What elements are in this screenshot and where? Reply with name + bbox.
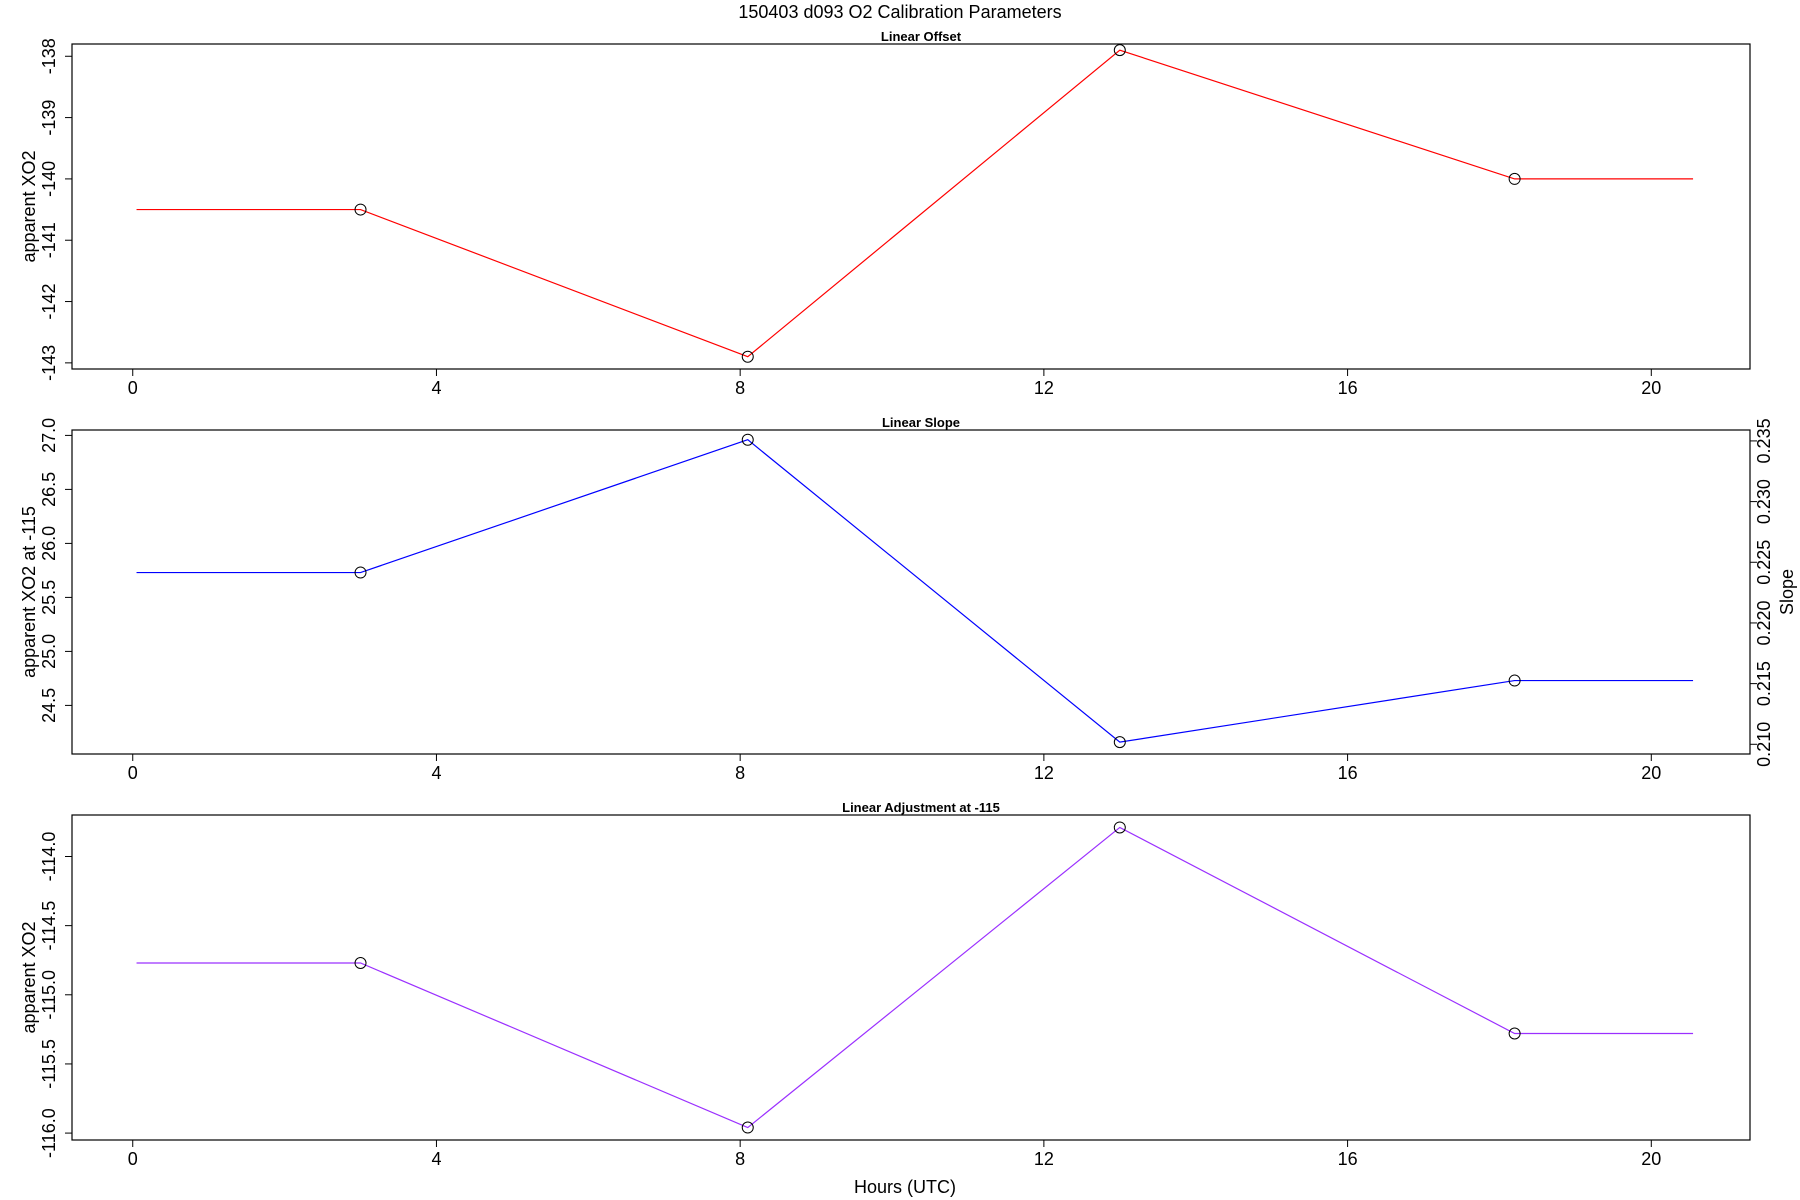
- plot-frame: [71, 814, 1751, 1141]
- data-point: [354, 566, 367, 579]
- x-axis-label: Hours (UTC): [854, 1177, 956, 1197]
- x-tick-label: 8: [735, 763, 745, 783]
- panel-3: Linear Adjustment at -115 0 4 8 12 16 20 -116.0…: [19, 800, 1751, 1169]
- y-tick-label: -114.0: [39, 832, 59, 882]
- x-tick-label: 4: [431, 378, 441, 398]
- plot-frame: [71, 43, 1751, 370]
- data-point: [1508, 674, 1521, 687]
- x-tick-label: 12: [1034, 378, 1054, 398]
- y-tick-label: 27.0: [39, 418, 59, 453]
- y-tick-label: 24.5: [39, 688, 59, 723]
- plot-frame: [71, 429, 1751, 755]
- panel-title: Linear Offset: [881, 29, 962, 44]
- y2-tick-label: 0.220: [1754, 600, 1774, 645]
- y-tick-label: -115.0: [39, 970, 59, 1020]
- x-tick-label: 20: [1641, 378, 1661, 398]
- y-tick-label: -138: [39, 38, 59, 74]
- panels: Linear Offset 0 4 8 12 16 20 -143 -142 -141 -140 -1…: [19, 29, 1797, 1169]
- x-tick-label: 0: [128, 378, 138, 398]
- x-tick-label: 20: [1641, 1149, 1661, 1169]
- data-point: [354, 956, 367, 969]
- y-tick-label: 25.0: [39, 634, 59, 669]
- y-axis-label: apparent XO2 at -115: [19, 506, 39, 678]
- x-tick-label: 12: [1034, 1149, 1054, 1169]
- series-line: [136, 439, 1694, 743]
- data-point: [741, 433, 754, 446]
- series-line: [136, 49, 1694, 358]
- y-axis-label: apparent XO2: [19, 921, 39, 1033]
- y2-axis-label: Slope: [1777, 569, 1797, 615]
- data-point: [741, 1121, 754, 1134]
- panel-1: Linear Offset 0 4 8 12 16 20 -143 -142 -141 -140 -1…: [19, 29, 1751, 398]
- y2-tick-label: 0.225: [1754, 540, 1774, 585]
- x-tick-label: 0: [128, 763, 138, 783]
- x-tick-label: 16: [1338, 763, 1358, 783]
- y-tick-label: 25.5: [39, 580, 59, 615]
- x-tick-label: 4: [431, 763, 441, 783]
- x-tick-label: 0: [128, 1149, 138, 1169]
- y-tick-label: -141: [39, 222, 59, 258]
- x-tick-label: 4: [431, 1149, 441, 1169]
- series-line: [136, 826, 1694, 1129]
- panel-title: Linear Adjustment at -115: [842, 800, 1000, 815]
- x-tick-label: 20: [1641, 763, 1661, 783]
- panel-2: Linear Slope 0 4 8 12 16 20 24.5 25.0 25.5 26.0 26.…: [19, 415, 1797, 783]
- y-tick-label: 26.5: [39, 472, 59, 507]
- figure-title: 150403 d093 O2 Calibration Parameters: [738, 2, 1061, 22]
- y-tick-label: -116.0: [39, 1108, 59, 1158]
- x-tick-label: 16: [1338, 378, 1358, 398]
- y2-tick-label: 0.235: [1754, 418, 1774, 463]
- data-point: [741, 350, 754, 363]
- x-tick-label: 12: [1034, 763, 1054, 783]
- y-tick-label: -142: [39, 284, 59, 320]
- y-tick-label: -115.5: [39, 1039, 59, 1089]
- data-point: [1113, 736, 1126, 749]
- data-point: [1113, 821, 1126, 834]
- y-tick-label: -139: [39, 100, 59, 136]
- x-tick-label: 16: [1338, 1149, 1358, 1169]
- y-tick-label: -114.5: [39, 901, 59, 951]
- y-tick-label: -140: [39, 161, 59, 197]
- y2-tick-label: 0.215: [1754, 661, 1774, 706]
- y-tick-label: 26.0: [39, 526, 59, 561]
- data-point: [1113, 44, 1126, 57]
- data-point: [354, 203, 367, 216]
- y2-tick-label: 0.230: [1754, 479, 1774, 524]
- panel-title: Linear Slope: [882, 415, 960, 430]
- x-tick-label: 8: [735, 378, 745, 398]
- y-tick-label: -143: [39, 345, 59, 381]
- x-tick-label: 8: [735, 1149, 745, 1169]
- y-axis-label: apparent XO2: [19, 150, 39, 262]
- data-point: [1508, 172, 1521, 185]
- data-point: [1508, 1027, 1521, 1040]
- y2-tick-label: 0.210: [1754, 722, 1774, 767]
